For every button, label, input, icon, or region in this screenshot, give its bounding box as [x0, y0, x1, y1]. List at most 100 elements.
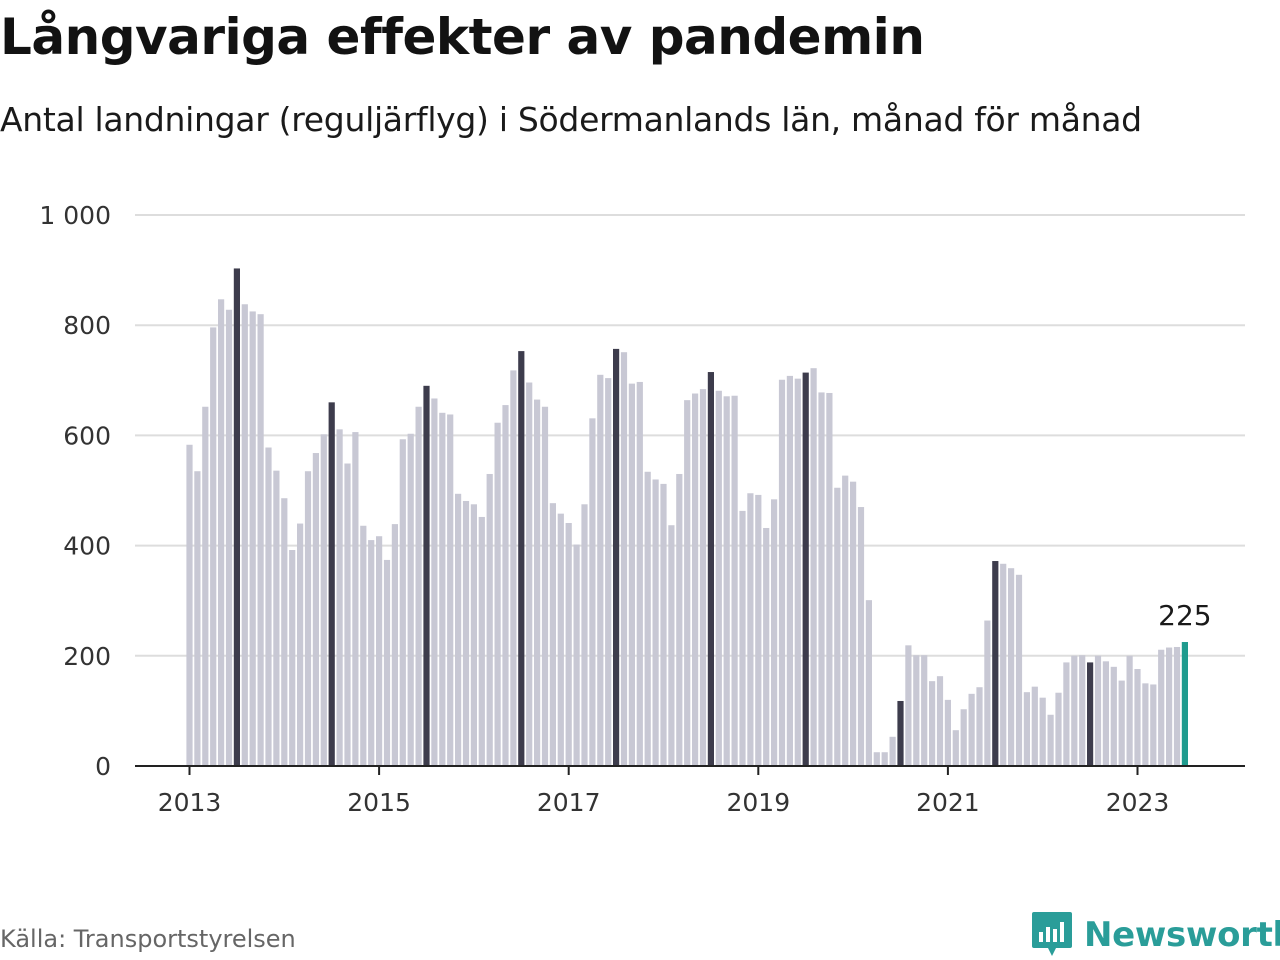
bar [636, 381, 643, 766]
bar [921, 655, 928, 766]
y-tick-label: 400 [63, 532, 111, 561]
bar [1142, 683, 1149, 766]
bar [668, 525, 675, 766]
bar [1150, 684, 1157, 766]
latest-value-label: 225 [1158, 599, 1211, 632]
bar [541, 406, 549, 766]
bar [976, 687, 983, 766]
bar [684, 400, 691, 766]
bar [1094, 655, 1102, 766]
bar [1015, 574, 1023, 766]
bar [534, 399, 541, 766]
bar [289, 550, 296, 766]
bar [502, 405, 509, 766]
bar [1039, 697, 1046, 766]
bar [1031, 686, 1038, 766]
source-note: Källa: Transportstyrelsen [0, 925, 296, 953]
x-tick-label: 2015 [347, 788, 411, 817]
bar [360, 525, 367, 766]
bar [447, 414, 454, 766]
bar [581, 504, 588, 766]
bar [984, 620, 991, 766]
x-tick-label: 2021 [916, 788, 980, 817]
bar [676, 473, 683, 766]
bar [834, 487, 841, 766]
bar [660, 483, 667, 766]
bar [1110, 666, 1117, 766]
bar [889, 736, 896, 766]
bar [565, 523, 572, 766]
bar [1063, 662, 1070, 766]
bar [707, 372, 714, 766]
bar [312, 453, 319, 766]
y-axis-ticks: 0 200 400 600 800 1 000 [39, 201, 111, 781]
bar [257, 314, 264, 766]
bar [431, 398, 438, 766]
y-tick-label: 800 [63, 311, 111, 340]
bar [336, 429, 343, 766]
bar [510, 370, 517, 766]
bar [320, 434, 327, 766]
bar [462, 500, 470, 766]
bar [218, 299, 225, 766]
bar [960, 709, 967, 766]
bar [194, 471, 201, 766]
y-tick-label: 1 000 [39, 201, 111, 230]
newsworthy-logo-icon [1032, 912, 1072, 956]
bar [755, 494, 762, 766]
bar [810, 368, 817, 766]
bar [202, 406, 209, 766]
bar [273, 470, 280, 766]
x-tick-label: 2019 [726, 788, 790, 817]
bar [1055, 692, 1062, 766]
y-tick-label: 0 [95, 752, 111, 781]
bar [936, 676, 944, 766]
bar [478, 516, 485, 766]
bar [786, 375, 793, 766]
bar [304, 471, 312, 766]
bar [842, 475, 849, 766]
bar [368, 540, 375, 766]
bar [747, 493, 754, 766]
bar [1126, 655, 1133, 766]
bar [715, 390, 722, 766]
bar [391, 524, 398, 766]
bar [802, 372, 809, 766]
bar [826, 392, 833, 766]
bar [1134, 669, 1141, 766]
bar [992, 561, 999, 766]
x-tick-label: 2023 [1106, 788, 1170, 817]
bar [881, 752, 888, 766]
bar [952, 730, 959, 766]
x-tick-label: 2013 [158, 788, 222, 817]
bar-latest [1181, 642, 1188, 766]
bar [486, 473, 493, 766]
bar [905, 645, 912, 766]
x-axis-ticks: 2013 2015 2017 2019 2021 2023 [158, 766, 1170, 817]
bar [328, 402, 335, 766]
bar [644, 471, 651, 766]
bar [1102, 661, 1109, 766]
bar [233, 268, 240, 766]
bar [407, 433, 414, 766]
bar [1087, 662, 1094, 766]
bar [297, 523, 304, 766]
chart-subtitle: Antal landningar (reguljärflyg) i Söderm… [0, 100, 1142, 139]
bar [549, 503, 556, 766]
bar [399, 439, 406, 766]
brand-logo: Newsworthy [1030, 910, 1280, 960]
bar [605, 378, 612, 766]
bar [778, 379, 786, 766]
bar [470, 504, 477, 766]
bar [944, 699, 951, 766]
bar [1023, 692, 1030, 766]
bar [281, 498, 288, 766]
bar [265, 447, 272, 766]
bar [857, 507, 865, 766]
bar [225, 309, 233, 766]
bar [723, 396, 730, 766]
bar [818, 392, 825, 766]
bar [455, 493, 462, 766]
bar [383, 559, 391, 766]
